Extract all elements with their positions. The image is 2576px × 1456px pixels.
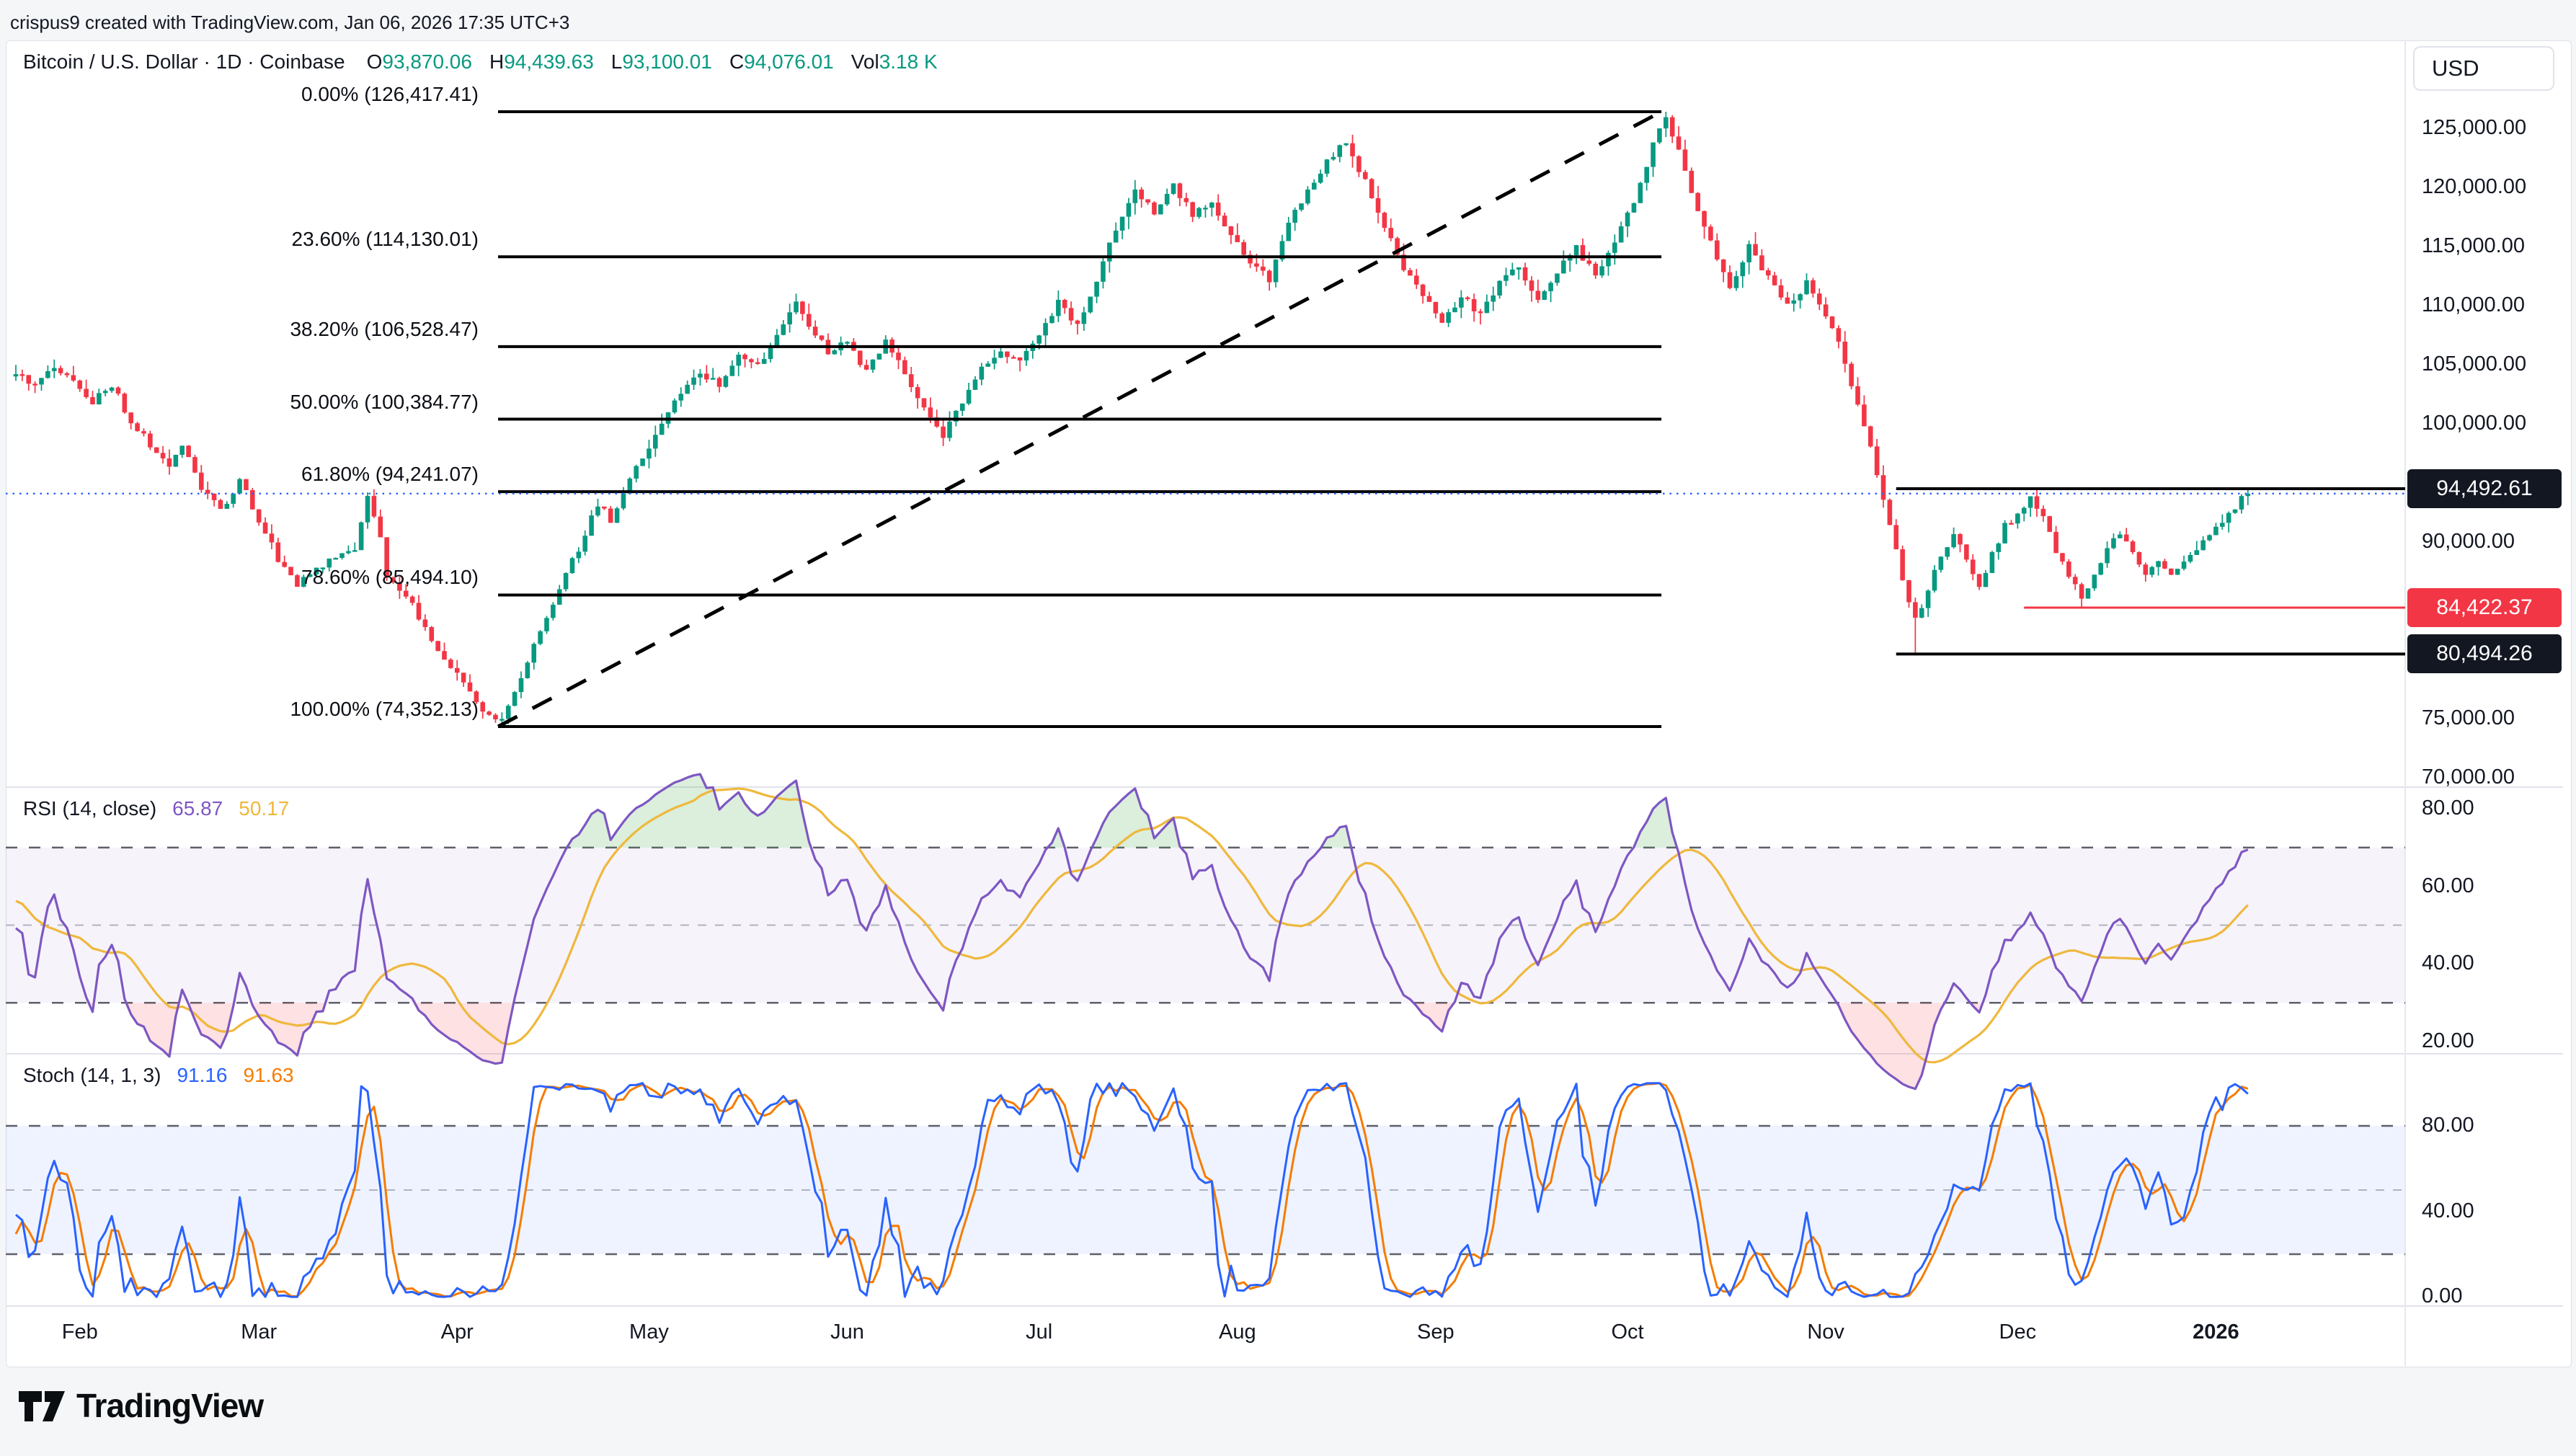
tradingview-logo-text: TradingView: [76, 1387, 264, 1424]
time-axis-label: May: [629, 1320, 669, 1344]
stoch-k-line: [15, 1082, 2249, 1298]
price-axis-tick: 120,000.00: [2422, 175, 2527, 199]
time-axis-label: Feb: [61, 1320, 98, 1344]
price-badge: 84,422.37: [2407, 588, 2562, 628]
price-axis-tick: 105,000.00: [2422, 352, 2527, 376]
price-badge: 94,492.61: [2407, 469, 2562, 509]
rsi-ma-line: [15, 787, 2249, 1064]
fib-level-label[interactable]: 0.00% (126,417.41): [301, 83, 479, 105]
rsi-oversold-fill: [187, 1003, 234, 1048]
tradingview-logo[interactable]: TradingView: [19, 1385, 264, 1426]
attribution-text: crispus9 created with TradingView.com, J…: [10, 12, 570, 33]
rsi-line: [15, 773, 2249, 1091]
rsi-oversold-fill: [1836, 1003, 1945, 1089]
time-axis-label: Sep: [1417, 1320, 1454, 1344]
time-axis-label: Mar: [241, 1320, 277, 1344]
fib-level-label[interactable]: 38.20% (106,528.47): [290, 317, 479, 340]
rsi-overbought-fill: [1633, 798, 1677, 848]
rsi-oversold-fill: [1413, 1003, 1454, 1032]
ohlc-item: Vol3.18 K: [850, 50, 938, 73]
time-axis-label: Nov: [1807, 1320, 1844, 1344]
rsi-axis-tick: 40.00: [2422, 951, 2474, 975]
time-axis-label: Apr: [440, 1320, 474, 1344]
ohlc-item: L93,100.01: [610, 50, 712, 73]
rsi-value: 65.87: [172, 797, 223, 820]
time-axis-label: Aug: [1218, 1320, 1256, 1344]
fibonacci-retracement[interactable]: [498, 110, 1662, 728]
stoch-d-value: 91.63: [243, 1064, 294, 1086]
price-axis-tick: 100,000.00: [2422, 411, 2527, 435]
rsi-legend[interactable]: RSI (14, close) 65.87 50.17: [23, 797, 289, 820]
ohlc-item: C94,076.01: [729, 50, 834, 73]
price-axis-tick: 75,000.00: [2422, 706, 2515, 730]
stoch-legend-title: Stoch (14, 1, 3): [23, 1064, 161, 1086]
rsi-axis-tick: 20.00: [2422, 1029, 2474, 1053]
rsi-overbought-fill: [1047, 828, 1065, 848]
symbol-bar: Bitcoin / U.S. Dollar · 1D · Coinbase O9…: [23, 50, 938, 74]
rsi-overbought-fill: [567, 774, 812, 848]
rsi-overbought-fill: [1320, 825, 1351, 848]
rsi-axis-tick: 60.00: [2422, 874, 2474, 897]
time-axis-label: Dec: [1999, 1320, 2037, 1344]
rsi-legend-title: RSI (14, close): [23, 797, 157, 820]
time-axis-label: 2026: [2193, 1320, 2239, 1344]
rsi-ma-value: 50.17: [239, 797, 290, 820]
trend-line[interactable]: [497, 110, 1663, 729]
rsi-axis-tick: 80.00: [2422, 796, 2474, 820]
price-axis-tick: 70,000.00: [2422, 765, 2515, 789]
price-badge: 80,494.26: [2407, 634, 2562, 674]
rsi-oversold-fill: [414, 1003, 514, 1064]
stoch-axis-tick: 0.00: [2422, 1284, 2463, 1308]
stoch-axis-tick: 40.00: [2422, 1199, 2474, 1222]
fib-level-label[interactable]: 100.00% (74,352.13): [290, 698, 479, 720]
rsi-oversold-fill: [252, 1003, 326, 1056]
tradingview-logo-icon: [19, 1391, 65, 1421]
price-axis-tick: 110,000.00: [2422, 293, 2525, 316]
fib-level-label[interactable]: 23.60% (114,130.01): [291, 228, 479, 251]
stoch-legend[interactable]: Stoch (14, 1, 3) 91.16 91.63: [23, 1064, 294, 1087]
fib-level-label[interactable]: 50.00% (100,384.77): [290, 390, 479, 413]
price-axis-tick: 115,000.00: [2422, 234, 2525, 258]
fib-level-label[interactable]: 61.80% (94,241.07): [301, 463, 479, 486]
stoch-k-value: 91.16: [177, 1064, 228, 1086]
time-axis-label: Oct: [1611, 1320, 1644, 1344]
symbol-title[interactable]: Bitcoin / U.S. Dollar · 1D · Coinbase: [23, 50, 345, 73]
stoch-axis-tick: 80.00: [2422, 1114, 2474, 1137]
time-axis-label: Jun: [830, 1320, 864, 1344]
fib-level-label[interactable]: 78.60% (85,494.10): [301, 566, 479, 589]
time-axis-label: Jul: [1026, 1320, 1053, 1344]
rsi-oversold-fill: [126, 1003, 179, 1057]
ohlc-item: H94,439.63: [489, 50, 594, 73]
rsi-overbought-fill: [1091, 788, 1181, 848]
candlestick-series[interactable]: [13, 112, 2251, 727]
ohlc-values: O93,870.06 H94,439.63 L93,100.01 C94,076.01…: [367, 50, 938, 74]
ohlc-item: O93,870.06: [366, 50, 472, 73]
price-axis-tick: 90,000.00: [2422, 529, 2515, 553]
price-axis-tick: 125,000.00: [2422, 116, 2527, 140]
currency-toggle-button[interactable]: USD: [2413, 46, 2554, 91]
